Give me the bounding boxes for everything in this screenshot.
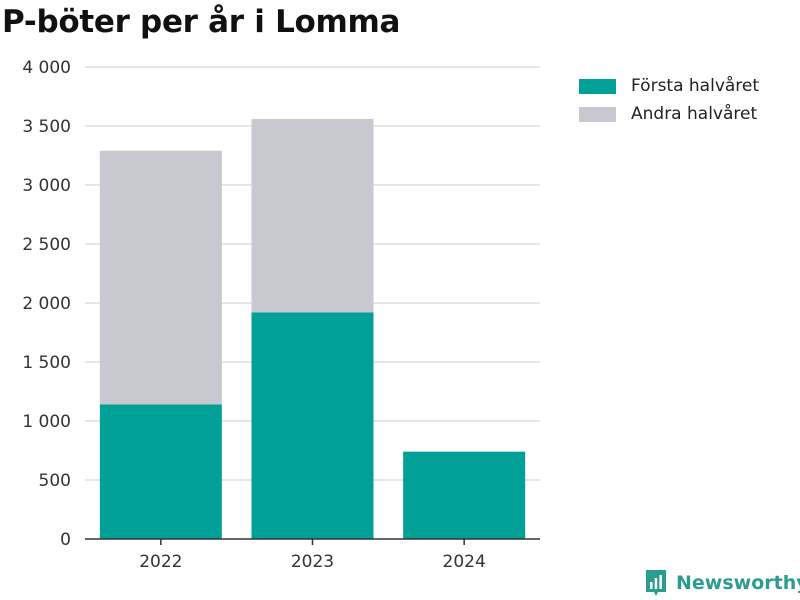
chart-title: P-böter per år i Lomma bbox=[2, 4, 401, 40]
legend-label-second-half: Andra halvåret bbox=[631, 104, 758, 124]
y-tick-label: 3 000 bbox=[22, 176, 71, 196]
y-tick-label: 3 500 bbox=[22, 117, 71, 137]
bar-2024-first-half bbox=[403, 451, 526, 539]
legend-swatch-second-half bbox=[579, 106, 616, 122]
newsworthy-logo-icon bbox=[646, 570, 666, 596]
y-tick-label: 1 000 bbox=[22, 412, 71, 432]
bar-2023-second-half bbox=[251, 118, 374, 313]
x-tick-label: 2023 bbox=[291, 552, 334, 572]
y-tick-label: 4 000 bbox=[22, 58, 71, 78]
y-tick-label: 2 500 bbox=[22, 235, 71, 255]
legend-item-first-half: Första halvåret bbox=[579, 72, 759, 100]
legend: Första halvåret Andra halvåret bbox=[579, 72, 759, 128]
legend-swatch-first-half bbox=[579, 78, 616, 94]
x-tick-label: 2022 bbox=[139, 552, 182, 572]
bar-2022-first-half bbox=[99, 404, 222, 539]
x-axis-ticks: 2022 2023 2024 bbox=[139, 539, 486, 572]
y-tick-label: 500 bbox=[39, 471, 71, 491]
legend-label-first-half: Första halvåret bbox=[631, 76, 760, 96]
x-tick-label: 2024 bbox=[443, 552, 486, 572]
y-tick-label: 2 000 bbox=[22, 294, 71, 314]
y-tick-label: 1 500 bbox=[22, 353, 71, 373]
bar-2022-second-half bbox=[99, 150, 222, 405]
brand-name: Newsworthy bbox=[676, 572, 800, 594]
y-axis-ticks: 0 500 1 000 1 500 2 000 2 500 3 000 3 500 4 000 bbox=[22, 58, 71, 550]
bars bbox=[99, 118, 526, 539]
newsworthy-brand[interactable]: Newsworthy bbox=[644, 568, 800, 598]
y-tick-label: 0 bbox=[60, 530, 71, 550]
legend-item-second-half: Andra halvåret bbox=[579, 100, 759, 128]
bar-2023-first-half bbox=[251, 312, 374, 539]
